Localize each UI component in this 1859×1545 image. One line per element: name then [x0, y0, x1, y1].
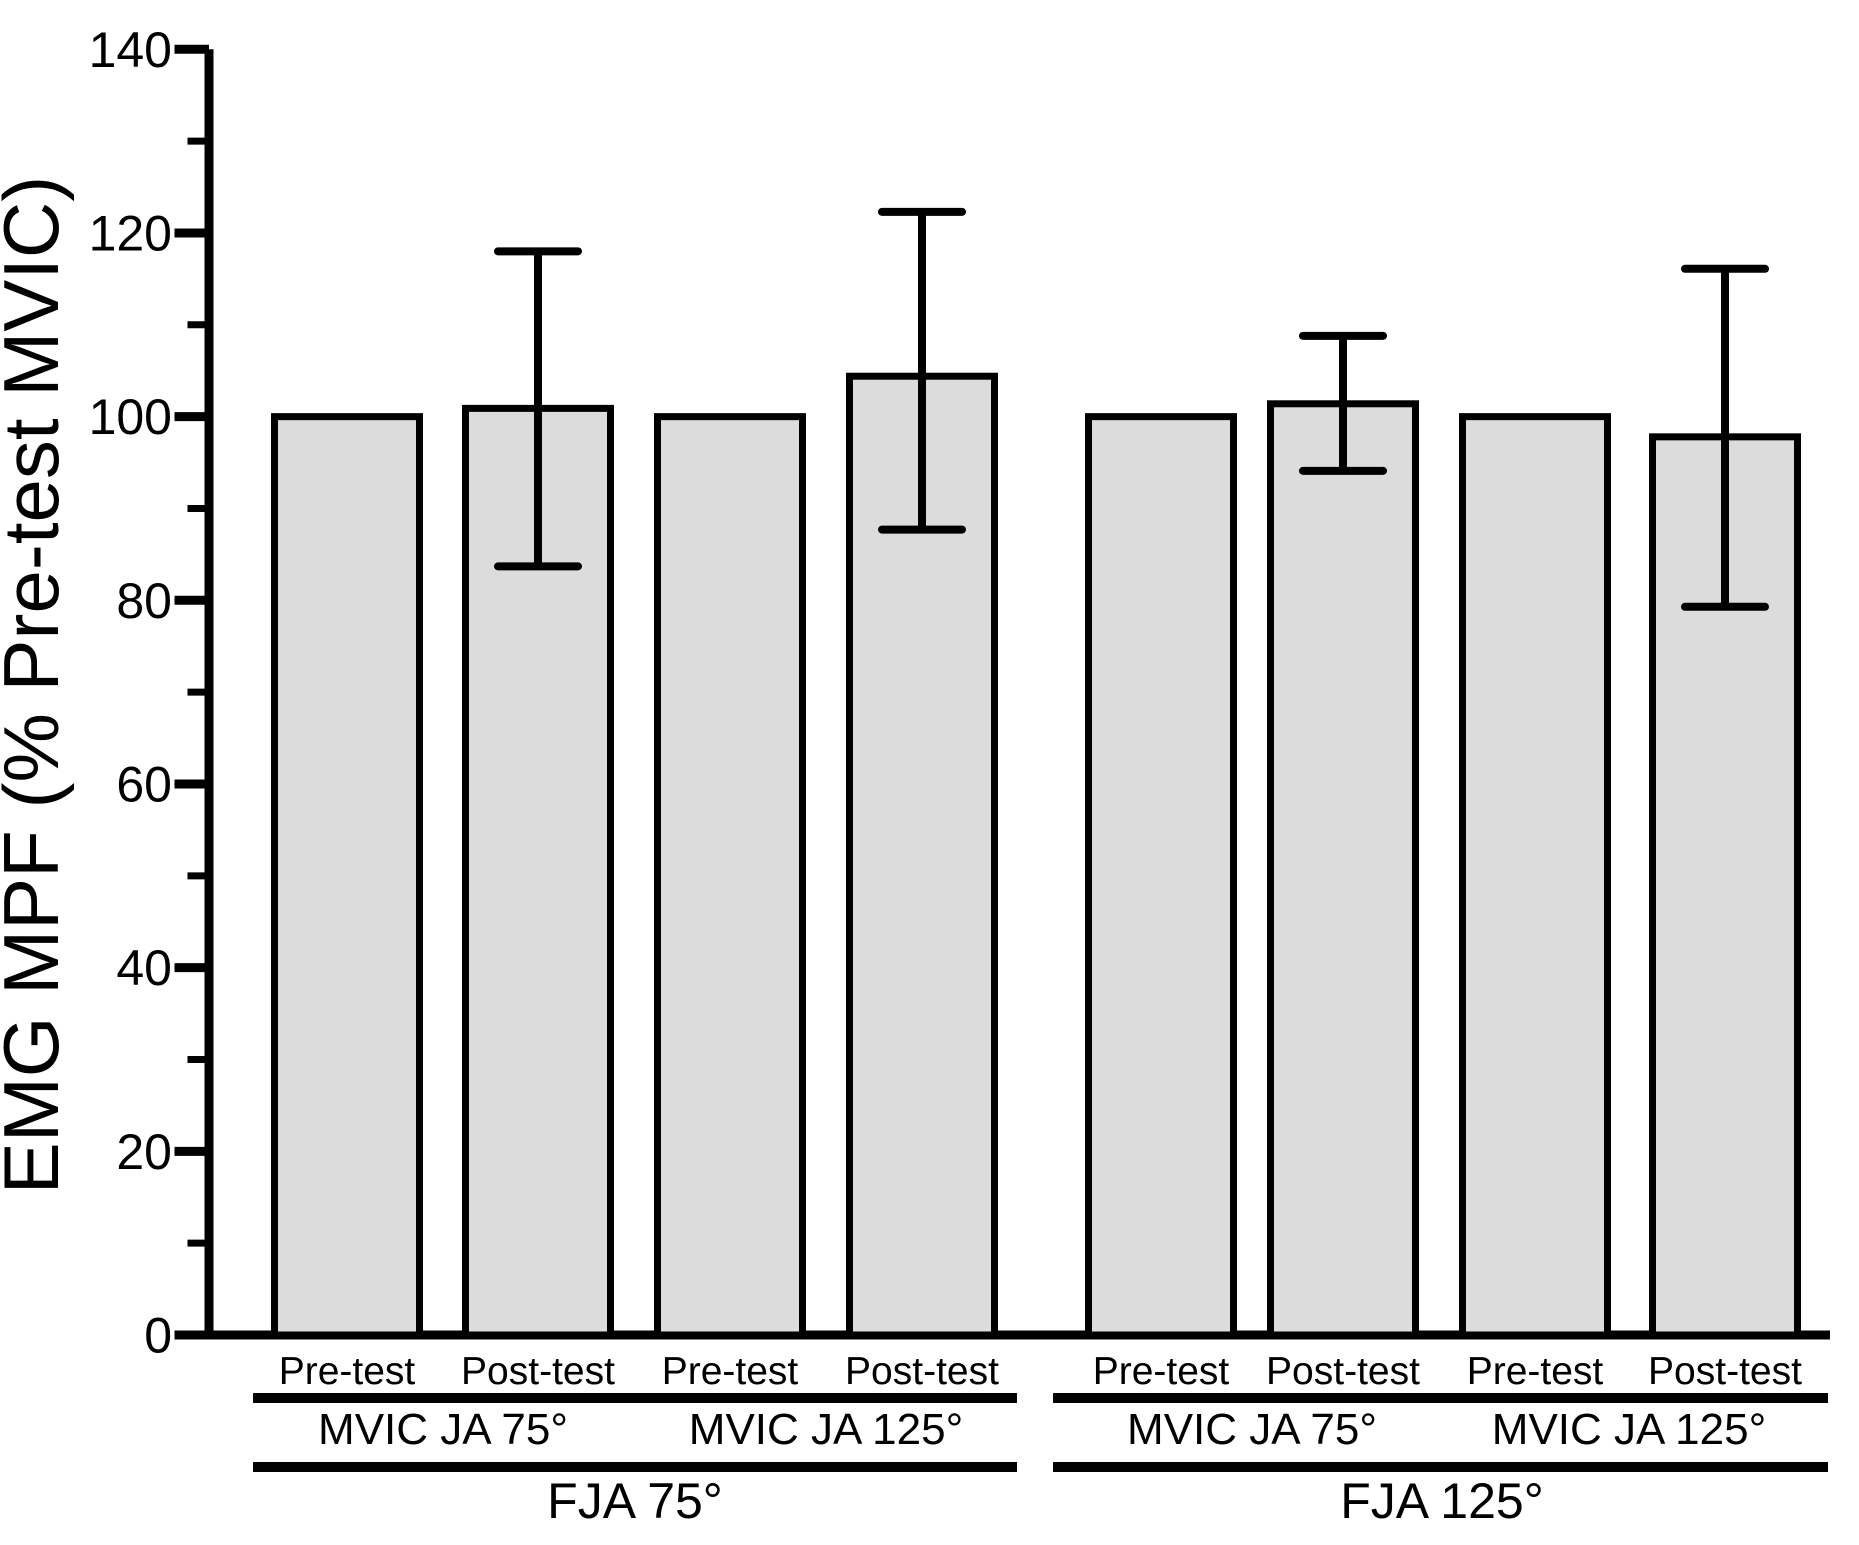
bar: [271, 413, 423, 1339]
mvic-group-label: MVIC JA 125°: [689, 1405, 963, 1454]
bar: [1267, 400, 1419, 1339]
mvic-group-label: MVIC JA 75°: [1127, 1405, 1377, 1454]
bar: [654, 413, 806, 1339]
y-tick-label: 100: [89, 389, 172, 445]
y-tick-label: 40: [116, 940, 172, 996]
y-axis-title: EMG MPF (% Pre-test MVIC): [0, 176, 75, 1194]
mvic-group-label: MVIC JA 125°: [1492, 1405, 1766, 1454]
fja-group-label: FJA 75°: [547, 1473, 723, 1529]
bar-condition-label: Post-test: [1648, 1350, 1802, 1393]
y-tick-label: 80: [116, 573, 172, 629]
y-tick-label: 140: [89, 22, 172, 78]
bar-condition-label: Pre-test: [1467, 1350, 1604, 1393]
bar-condition-label: Post-test: [461, 1350, 615, 1393]
mvic-group-label: MVIC JA 75°: [318, 1405, 568, 1454]
y-tick-label: 120: [89, 205, 172, 261]
bar: [1085, 413, 1237, 1339]
bar: [1649, 433, 1801, 1339]
y-tick-label: 60: [116, 756, 172, 812]
bar-condition-label: Pre-test: [279, 1350, 416, 1393]
y-tick-label: 0: [144, 1308, 172, 1364]
bar-condition-label: Post-test: [845, 1350, 999, 1393]
bar-condition-label: Pre-test: [1093, 1350, 1230, 1393]
fja-group-label: FJA 125°: [1340, 1473, 1543, 1529]
bar-condition-label: Post-test: [1266, 1350, 1420, 1393]
chart-generated-content: 0 20 40 60 80 100 120 140 Pre-test Post-test Pre-t…: [89, 22, 1830, 1529]
bar: [846, 372, 998, 1339]
bar: [1459, 413, 1611, 1339]
y-tick-label: 20: [116, 1124, 172, 1180]
bar-condition-label: Pre-test: [662, 1350, 799, 1393]
